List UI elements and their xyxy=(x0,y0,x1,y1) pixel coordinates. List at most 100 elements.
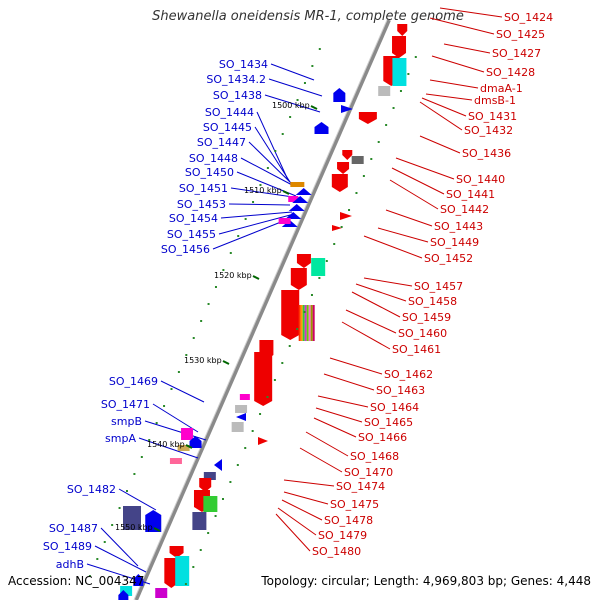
genome-backbone-highlight xyxy=(133,19,388,600)
tick-dot xyxy=(244,218,247,220)
gene-feature xyxy=(278,218,291,224)
tick-dot xyxy=(214,286,217,288)
gene-feature xyxy=(342,150,353,160)
gene-label-so-1454: SO_1454 xyxy=(169,212,218,225)
tick-dot xyxy=(310,294,313,296)
tick-dot xyxy=(199,549,202,551)
gene-feature xyxy=(181,428,194,440)
tick-dot xyxy=(348,209,351,211)
label-leader-line xyxy=(313,417,357,438)
kbp-tick-mark xyxy=(310,105,318,110)
tick-dot xyxy=(266,167,269,169)
tick-dot xyxy=(163,405,166,407)
gene-label-smpb: smpB xyxy=(111,415,142,428)
tick-dot xyxy=(140,456,143,458)
gene-feature xyxy=(123,506,142,530)
tick-dot xyxy=(111,524,114,526)
gene-label-so-1462: SO_1462 xyxy=(384,368,433,381)
gene-feature xyxy=(337,162,350,174)
gene-feature xyxy=(192,512,207,530)
label-leader-line xyxy=(220,211,293,219)
gene-feature xyxy=(285,212,302,219)
label-leader-line xyxy=(315,407,363,423)
label-leader-line xyxy=(160,380,205,403)
tick-dot xyxy=(281,362,284,364)
label-leader-line xyxy=(268,78,323,97)
label-leader-line xyxy=(395,157,455,180)
tick-dot xyxy=(274,150,277,152)
gene-label-so-1465: SO_1465 xyxy=(364,416,413,429)
tick-dot xyxy=(229,481,232,483)
tick-dot xyxy=(377,141,380,143)
gene-feature xyxy=(332,225,342,231)
gene-label-so-1447: SO_1447 xyxy=(197,136,246,149)
gene-label-so-1427: SO_1427 xyxy=(492,47,541,60)
gene-feature xyxy=(164,558,179,588)
gene-feature xyxy=(239,394,250,400)
gene-feature xyxy=(169,546,184,558)
tick-dot xyxy=(244,447,247,449)
gene-feature xyxy=(254,352,273,406)
gene-label-so-1469: SO_1469 xyxy=(109,375,158,388)
tick-dot xyxy=(88,575,91,577)
kbp-tick-label: 1510 kbp xyxy=(244,186,282,195)
gene-feature xyxy=(300,305,303,341)
label-leader-line xyxy=(385,209,433,227)
tick-dot xyxy=(303,311,306,313)
gene-label-so-1442: SO_1442 xyxy=(440,203,489,216)
gene-label-so-1463: SO_1463 xyxy=(376,384,425,397)
gene-label-so-1455: SO_1455 xyxy=(167,228,216,241)
tick-dot xyxy=(148,439,151,441)
label-leader-line xyxy=(341,321,391,350)
gene-label-so-1480: SO_1480 xyxy=(312,545,361,558)
gene-feature xyxy=(203,472,216,480)
tick-dot xyxy=(177,371,180,373)
gene-feature xyxy=(298,305,301,341)
gene-label-so-1436: SO_1436 xyxy=(462,147,511,160)
gene-feature xyxy=(155,588,168,598)
gene-feature xyxy=(177,445,190,451)
gene-label-so-1457: SO_1457 xyxy=(414,280,463,293)
gene-label-so-1448: SO_1448 xyxy=(189,152,238,165)
tick-dot xyxy=(259,413,262,415)
accession-text: Accession: NC_004347 xyxy=(8,574,145,588)
gene-feature xyxy=(133,574,144,586)
gene-label-so-1424: SO_1424 xyxy=(504,11,553,24)
label-leader-line xyxy=(317,395,369,408)
tick-dot xyxy=(222,269,225,271)
gene-label-so-1434: SO_1434 xyxy=(219,58,268,71)
gene-feature xyxy=(199,478,212,492)
gene-feature xyxy=(358,112,377,124)
tick-dot xyxy=(103,541,106,543)
gene-label-so-1466: SO_1466 xyxy=(358,431,407,444)
gene-feature xyxy=(306,305,309,341)
label-leader-line xyxy=(391,167,445,195)
gene-label-so-1474: SO_1474 xyxy=(336,480,385,493)
gene-feature xyxy=(214,459,222,471)
gene-label-so-1482: SO_1482 xyxy=(67,483,116,496)
gene-feature xyxy=(235,405,248,413)
gene-feature xyxy=(295,188,312,195)
tick-dot xyxy=(385,124,388,126)
tick-dot xyxy=(184,583,187,585)
label-leader-line xyxy=(429,17,495,35)
gene-label-so-1434-2: SO_1434.2 xyxy=(206,73,266,86)
tick-dot xyxy=(296,328,299,330)
label-leader-line xyxy=(363,235,423,259)
tick-dot xyxy=(96,558,99,560)
label-leader-line xyxy=(419,135,461,154)
gene-features xyxy=(118,24,408,600)
gene-label-so-1449: SO_1449 xyxy=(430,236,479,249)
label-leader-line xyxy=(299,447,343,473)
tick-dot xyxy=(333,243,336,245)
tick-dot xyxy=(229,252,232,254)
label-leader-line xyxy=(100,527,139,567)
tick-dot xyxy=(414,56,417,58)
gene-label-so-1445: SO_1445 xyxy=(203,121,252,134)
label-leader-line xyxy=(283,491,329,505)
label-leader-line xyxy=(425,93,473,101)
gene-feature xyxy=(236,413,246,421)
kbp-tick-mark xyxy=(282,190,290,195)
gene-feature xyxy=(231,422,244,432)
